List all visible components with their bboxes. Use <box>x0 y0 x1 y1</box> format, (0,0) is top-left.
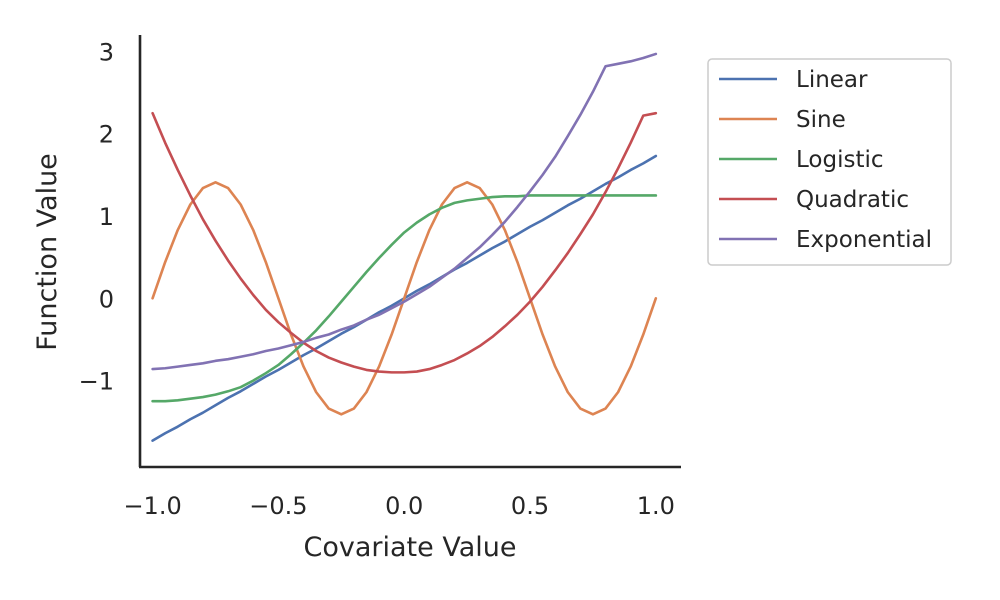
x-tick-label: 0.5 <box>511 492 549 520</box>
x-tick-label: 0.0 <box>385 492 423 520</box>
legend-label-quadratic: Quadratic <box>796 187 909 213</box>
x-tick-label: −0.5 <box>249 492 307 520</box>
y-tick-label: 1 <box>99 203 114 231</box>
y-tick-label: 2 <box>99 121 114 149</box>
y-tick-label: 3 <box>99 38 114 66</box>
legend: Linear Sine Logistic Quadratic Exponential <box>707 58 952 266</box>
plot-area <box>138 35 681 469</box>
legend-label-exponential: Exponential <box>796 227 932 253</box>
legend-frame <box>707 58 952 266</box>
x-tick-label: 1.0 <box>637 492 675 520</box>
legend-label-linear: Linear <box>796 67 868 93</box>
x-axis-label: Covariate Value <box>304 532 517 563</box>
y-axis-ticks: −1 0 1 2 3 <box>79 38 114 395</box>
x-tick-label: −1.0 <box>123 492 181 520</box>
x-axis-ticks: −1.0 −0.5 0.0 0.5 1.0 <box>123 492 674 520</box>
series-line-sine <box>151 180 658 416</box>
legend-items: Linear Sine Logistic Quadratic Exponential <box>719 67 932 253</box>
y-tick-label: 0 <box>99 285 114 313</box>
y-axis-label: Function Value <box>32 153 63 351</box>
series-line-exponential <box>151 52 658 371</box>
y-tick-label: −1 <box>79 368 114 396</box>
series-line-logistic <box>151 194 658 403</box>
legend-label-sine: Sine <box>796 107 846 133</box>
series-line-quadratic <box>151 111 658 374</box>
legend-label-logistic: Logistic <box>796 147 884 173</box>
series-layer <box>151 52 658 442</box>
